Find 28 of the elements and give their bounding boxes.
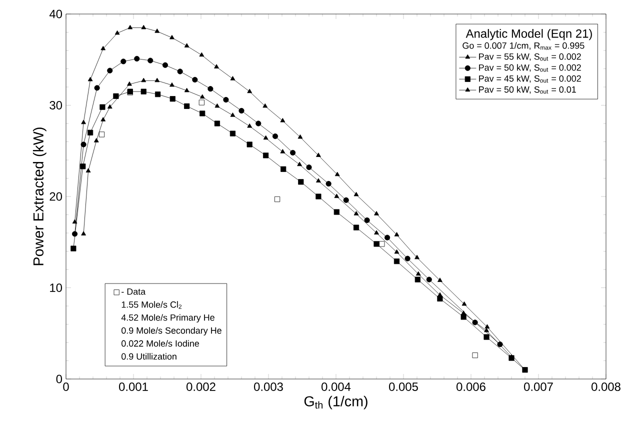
x-tick-label: 0 <box>63 382 69 391</box>
legend-label: Pav = 45 kW, S$_{out}$ = 0.002 <box>479 75 581 83</box>
legend-label: Pav = 50 kW, S$_{out}$ = 0.01 <box>479 86 576 94</box>
x-tick-label: 0.005 <box>389 382 418 391</box>
annotation: 4.52 Mole/s Primary He <box>121 314 214 322</box>
annotation: 0.022 Mole/s Iodine <box>122 340 200 347</box>
y-tick-label: 40 <box>49 10 62 18</box>
legend-label: Pav = 50 kW, S$_{out}$ = 0.002 <box>479 64 581 72</box>
y-tick-label: 0 <box>56 374 62 384</box>
y-tick-label: 20 <box>50 192 62 201</box>
annotation: 0.9 Utillization <box>122 353 176 360</box>
legend-label: Pav = 55 kW, S$_{out}$ = 0.002 <box>479 53 581 61</box>
x-tick-label: 0.008 <box>592 382 620 391</box>
y-tick-label: 30 <box>50 101 62 110</box>
annotation: 0.9 Mole/s Secondary He <box>122 327 222 336</box>
annotation: 1.55 Mole/s Cl$_{2}$ <box>122 301 182 309</box>
x-tick-label: 0.007 <box>524 382 553 391</box>
x-tick-label: 0.004 <box>322 382 351 391</box>
y-tick-label: 10 <box>50 284 62 292</box>
x-tick-label: 0.006 <box>456 382 486 391</box>
y-axis-title: Power Extracted (kW) <box>32 128 46 266</box>
x-tick-label: 0.001 <box>119 382 148 391</box>
legend-label: - Data <box>122 288 146 295</box>
legend-title: Analytic Model (Eqn 21) <box>466 29 592 40</box>
x-tick-label: 0.002 <box>186 382 216 391</box>
x-axis-title: G$_{th}$ (1/cm) <box>304 396 368 410</box>
x-tick-label: 0.003 <box>254 382 283 391</box>
annotation: Go = 0.007 1/cm, R$_{max}$ = 0.995 <box>462 42 584 50</box>
